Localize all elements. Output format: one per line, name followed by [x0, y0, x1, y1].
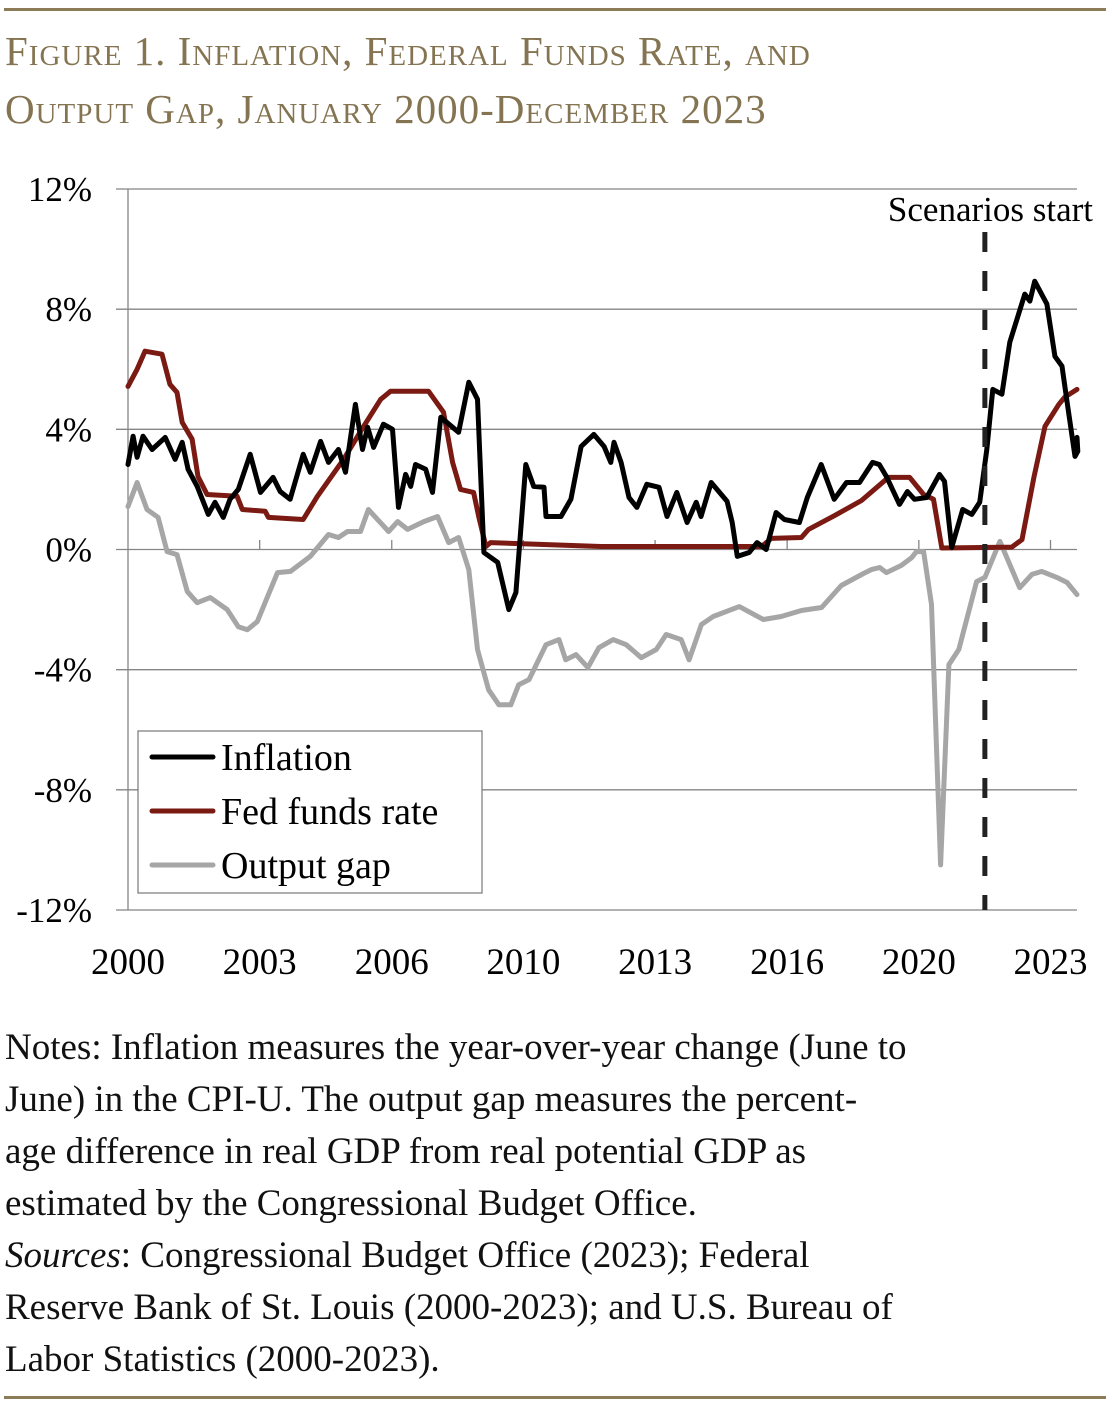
y-tick-label: -4% — [34, 651, 92, 690]
figure-title: Figure 1. Inflation, Federal Funds Rate,… — [5, 22, 811, 138]
sources-line: Labor Statistics (2000-2023). — [5, 1339, 440, 1380]
x-tick-label: 2016 — [750, 942, 824, 983]
y-tick-label: 4% — [45, 410, 92, 449]
x-tick-label: 2000 — [91, 942, 165, 983]
bottom-rule — [4, 1396, 1106, 1399]
y-tick-label: 0% — [45, 531, 92, 570]
x-tick-label: 2023 — [1014, 942, 1088, 983]
sources-line: Sources: Congressional Budget Office (20… — [5, 1230, 907, 1282]
legend-label: Output gap — [221, 845, 391, 887]
series-line-output-gap — [125, 480, 1080, 868]
title-line-2: Output Gap, January 2000-December 2023 — [5, 86, 767, 132]
notes-line: age difference in real GDP from real pot… — [5, 1131, 807, 1172]
legend: Inflation Fed funds rate Output gap — [137, 730, 483, 894]
notes-line: June) in the CPI-U. The output gap measu… — [5, 1079, 858, 1120]
scenarios-start-label: Scenarios start — [888, 190, 1093, 229]
x-tick-label: 2003 — [223, 942, 297, 983]
top-rule — [4, 8, 1106, 11]
legend-label: Fed funds rate — [221, 791, 438, 833]
notes-line: estimated by the Congressional Budget Of… — [5, 1183, 697, 1224]
legend-label: Inflation — [221, 737, 352, 779]
notes-line: Notes: Inflation measures the year-over-… — [5, 1027, 907, 1068]
y-tick-label: -12% — [16, 891, 92, 930]
x-tick-label: 2013 — [618, 942, 692, 983]
x-tick-label: 2010 — [486, 942, 560, 983]
y-tick-label: -8% — [34, 771, 92, 810]
x-tick-label: 2020 — [882, 942, 956, 983]
sources-line: Reserve Bank of St. Louis (2000-2023); a… — [5, 1287, 893, 1328]
y-tick-label: 8% — [45, 290, 92, 329]
x-tick-label: 2006 — [355, 942, 429, 983]
line-chart: 12% 8% 4% 0% -4% -8% -12% 2000 2003 2006 2010 2013 2… — [16, 170, 1093, 983]
title-line-1: Figure 1. Inflation, Federal Funds Rate,… — [5, 28, 811, 74]
sources-label: Sources — [5, 1235, 121, 1276]
series-line-inflation — [125, 278, 1081, 613]
y-tick-label: 12% — [28, 170, 92, 209]
sources-text: : Congressional Budget Office (2023); Fe… — [120, 1235, 810, 1276]
series-line-fed-funds-rate — [125, 348, 1080, 551]
notes: Notes: Inflation measures the year-over-… — [5, 1022, 907, 1386]
